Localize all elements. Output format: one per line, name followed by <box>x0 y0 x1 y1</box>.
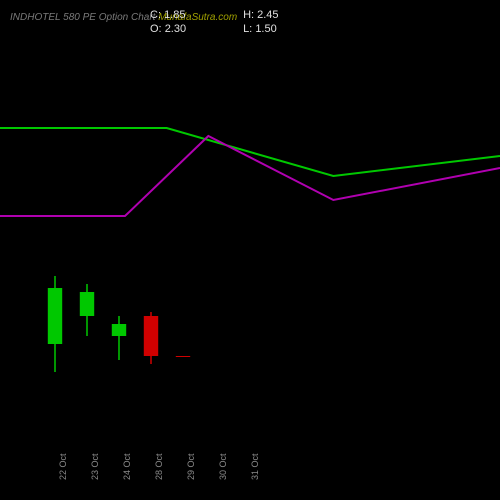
x-axis-label: 29 Oct <box>186 453 196 480</box>
price-chart <box>0 0 500 500</box>
x-axis-label: 23 Oct <box>90 453 100 480</box>
x-axis-label: 22 Oct <box>58 453 68 480</box>
x-axis-label: 31 Oct <box>250 453 260 480</box>
candle-body <box>112 324 126 336</box>
x-axis-label: 30 Oct <box>218 453 228 480</box>
indicator-line <box>0 136 500 216</box>
candle-body <box>48 288 62 344</box>
candle-body <box>80 292 94 316</box>
candle-body <box>144 316 158 356</box>
x-axis-label: 24 Oct <box>122 453 132 480</box>
lines-layer <box>0 128 500 216</box>
x-axis-label: 28 Oct <box>154 453 164 480</box>
chart-container: INDHOTEL 580 PE Option Chart MunafaSutra… <box>0 0 500 500</box>
candle-body <box>176 356 190 357</box>
indicator-line <box>0 128 500 176</box>
candles-layer <box>48 276 190 372</box>
